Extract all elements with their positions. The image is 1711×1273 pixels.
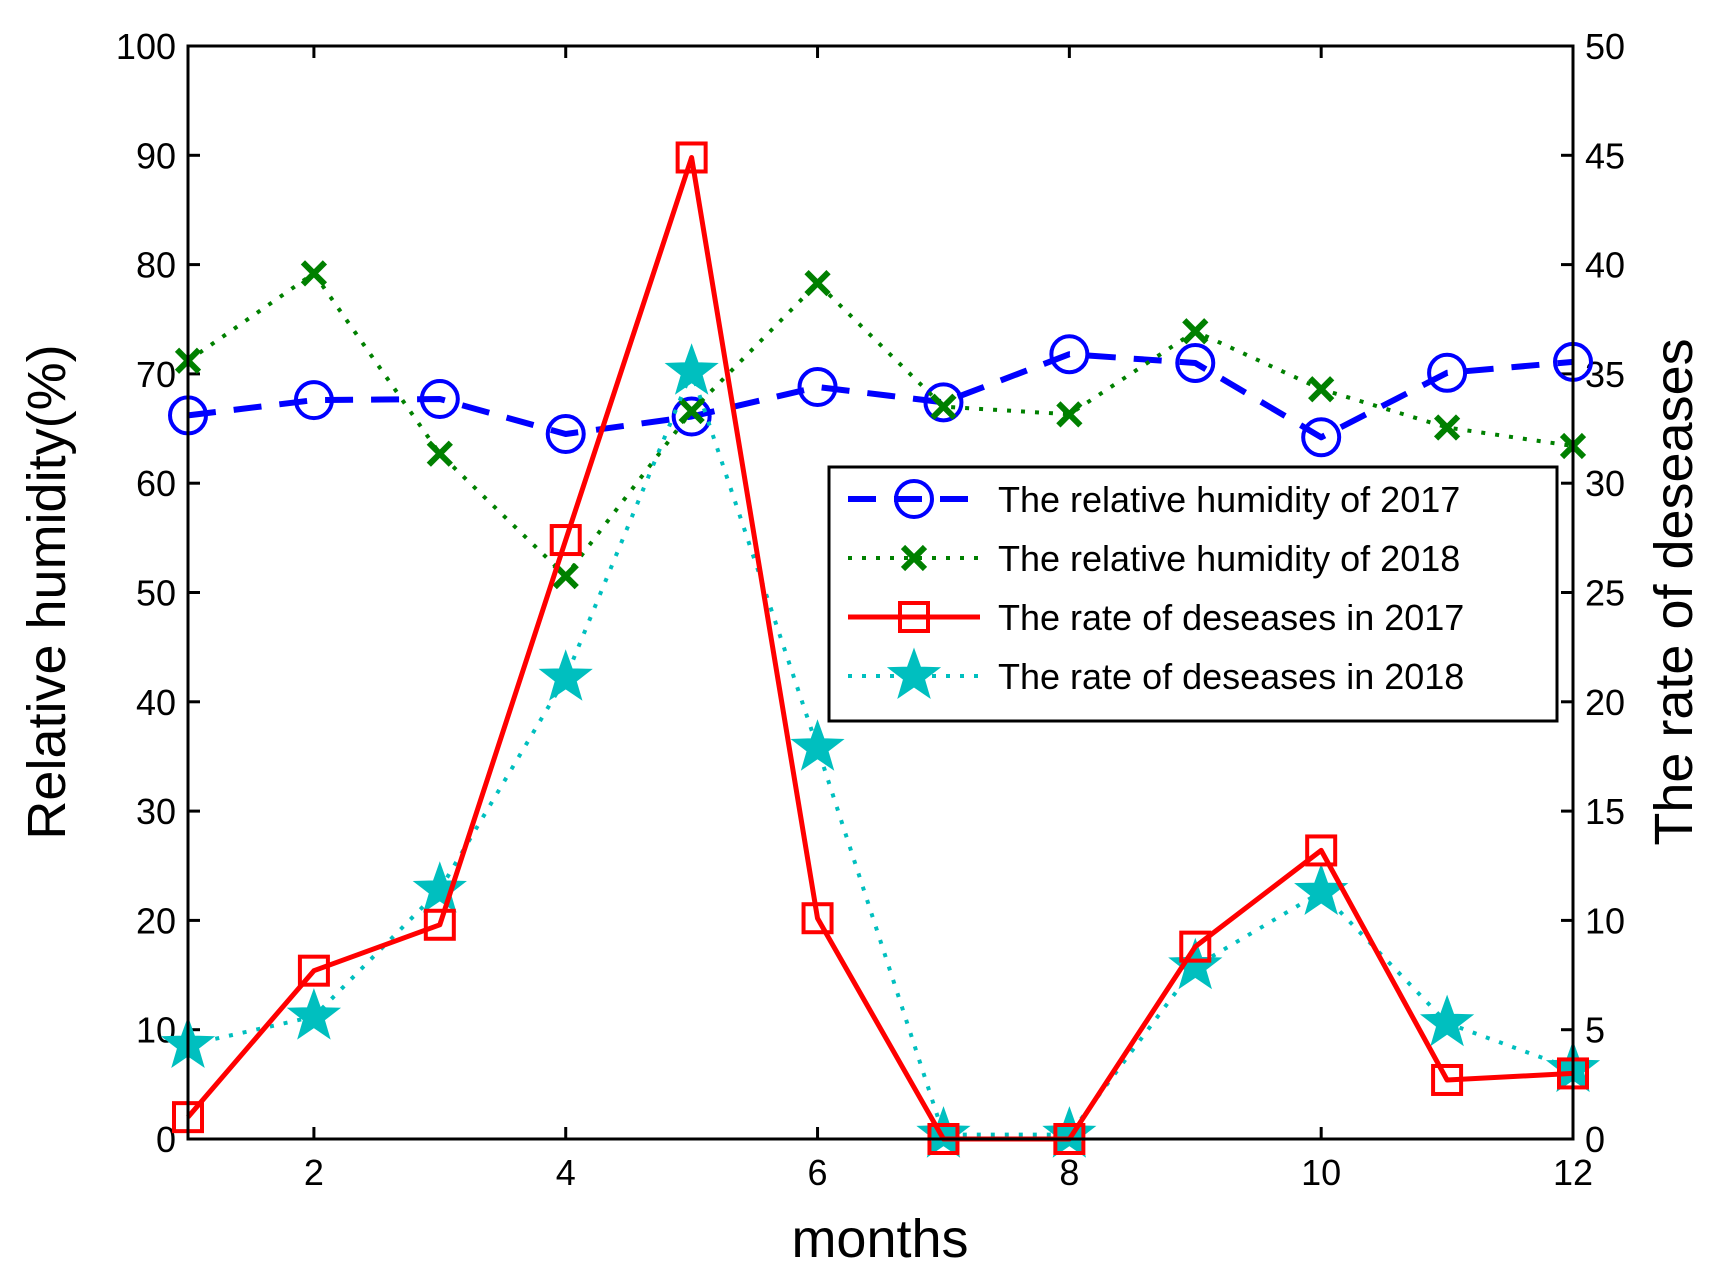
y-right-axis-title: The rate of deseases xyxy=(1644,338,1704,845)
y-right-tick-label: 20 xyxy=(1585,682,1625,723)
data-point xyxy=(1175,342,1216,383)
legend-entry: The rate of deseases in 2017 xyxy=(848,597,1464,638)
x-tick-label: 8 xyxy=(1059,1152,1079,1193)
legend-marker xyxy=(886,647,942,699)
data-point xyxy=(678,397,705,425)
data-point xyxy=(1042,1106,1097,1158)
data-point xyxy=(1179,930,1212,963)
data-point xyxy=(1305,834,1338,867)
y-left-tick-label: 20 xyxy=(136,900,176,941)
legend-marker xyxy=(900,544,928,572)
data-point xyxy=(297,954,330,987)
y-left-tick-label: 40 xyxy=(136,682,176,723)
y-left-tick-label: 80 xyxy=(136,245,176,286)
data-point xyxy=(549,524,582,557)
data-point xyxy=(426,440,453,467)
data-point xyxy=(1431,1063,1464,1096)
data-point xyxy=(790,719,845,771)
data-point xyxy=(1301,417,1342,458)
plot-frame xyxy=(186,44,1575,1141)
data-point xyxy=(1182,318,1209,345)
legend-label: The relative humidity of 2017 xyxy=(998,479,1460,520)
y-right-tick-label: 0 xyxy=(1585,1119,1605,1160)
x-axis-title: months xyxy=(791,1209,968,1269)
series-line xyxy=(186,271,1574,579)
y-right-tick-label: 25 xyxy=(1585,573,1625,614)
y-right-tick-label: 5 xyxy=(1585,1010,1605,1051)
legend-entry: The relative humidity of 2018 xyxy=(848,538,1460,579)
series-2 xyxy=(174,260,1587,590)
y-right-tick-label: 45 xyxy=(1585,135,1625,176)
y-left-tick-label: 10 xyxy=(136,1010,176,1051)
data-point xyxy=(804,270,831,297)
x-tick-label: 4 xyxy=(556,1152,576,1193)
legend-label: The relative humidity of 2018 xyxy=(998,538,1460,579)
y-right-tick-label: 10 xyxy=(1585,900,1625,941)
series-line xyxy=(186,155,1574,1142)
y-left-tick-label: 70 xyxy=(136,354,176,395)
y-right-tick-label: 50 xyxy=(1585,26,1625,67)
data-point xyxy=(412,861,467,913)
data-point xyxy=(1419,994,1475,1047)
y-left-axis-title: Relative humidity(%) xyxy=(17,344,77,839)
y-right-tick-label: 40 xyxy=(1585,245,1625,286)
data-point xyxy=(916,1106,971,1158)
series-line xyxy=(187,351,1574,441)
legend-label: The rate of deseases in 2018 xyxy=(998,656,1464,697)
data-point xyxy=(419,379,460,420)
legend-entry: The rate of deseases in 2018 xyxy=(848,647,1464,699)
series-line xyxy=(187,369,1574,1137)
x-tick-label: 10 xyxy=(1301,1152,1341,1193)
x-tick-label: 12 xyxy=(1553,1152,1593,1193)
data-point xyxy=(797,367,838,408)
legend-box xyxy=(827,465,1559,723)
series-1 xyxy=(168,334,1593,458)
data-point xyxy=(923,382,964,423)
y-right-tick-label: 30 xyxy=(1585,463,1625,504)
legend-entry: The relative humidity of 2017 xyxy=(848,479,1460,520)
data-point xyxy=(930,393,957,420)
data-point xyxy=(1433,414,1461,441)
legend-marker xyxy=(894,479,934,519)
data-point xyxy=(1308,376,1335,403)
y-left-tick-label: 90 xyxy=(136,135,176,176)
legend-marker xyxy=(898,601,930,633)
data-point xyxy=(671,396,712,437)
data-point xyxy=(664,343,719,395)
y-left-tick-label: 60 xyxy=(136,463,176,504)
legend: The relative humidity of 2017 The relativ… xyxy=(827,465,1559,723)
x-tick-label: 2 xyxy=(304,1152,324,1193)
data-point xyxy=(423,908,456,941)
series-layer xyxy=(160,141,1601,1158)
data-point xyxy=(1056,401,1083,428)
data-point xyxy=(538,649,593,701)
y-left-tick-label: 0 xyxy=(156,1119,176,1160)
y-left-tick-label: 30 xyxy=(136,791,176,832)
data-point xyxy=(545,414,586,455)
data-point xyxy=(1168,937,1223,990)
y-left-axis-ticks: 0 10 20 30 40 50 60 70 80 90 100 xyxy=(116,26,200,1160)
y-left-tick-label: 50 xyxy=(136,573,176,614)
data-point xyxy=(300,260,328,287)
data-point xyxy=(293,380,334,421)
data-point xyxy=(1049,334,1090,375)
data-point xyxy=(1427,352,1468,393)
data-point xyxy=(286,988,342,1040)
y-right-tick-label: 15 xyxy=(1585,791,1625,832)
data-point xyxy=(675,141,708,174)
x-tick-label: 6 xyxy=(808,1152,828,1193)
y-left-tick-label: 100 xyxy=(116,26,176,67)
legend-label: The rate of deseases in 2017 xyxy=(998,597,1464,638)
data-point xyxy=(801,902,834,935)
